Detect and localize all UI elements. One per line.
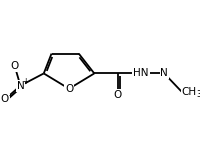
Text: N: N — [160, 68, 167, 78]
Text: O: O — [1, 94, 9, 104]
Text: CH: CH — [181, 87, 196, 97]
Text: -: - — [8, 91, 11, 100]
Text: O: O — [10, 61, 19, 71]
Text: HN: HN — [133, 68, 148, 78]
Text: N: N — [16, 81, 24, 91]
Text: O: O — [65, 84, 73, 94]
Text: O: O — [113, 90, 121, 100]
Text: 3: 3 — [195, 90, 200, 99]
Text: +: + — [23, 77, 29, 86]
